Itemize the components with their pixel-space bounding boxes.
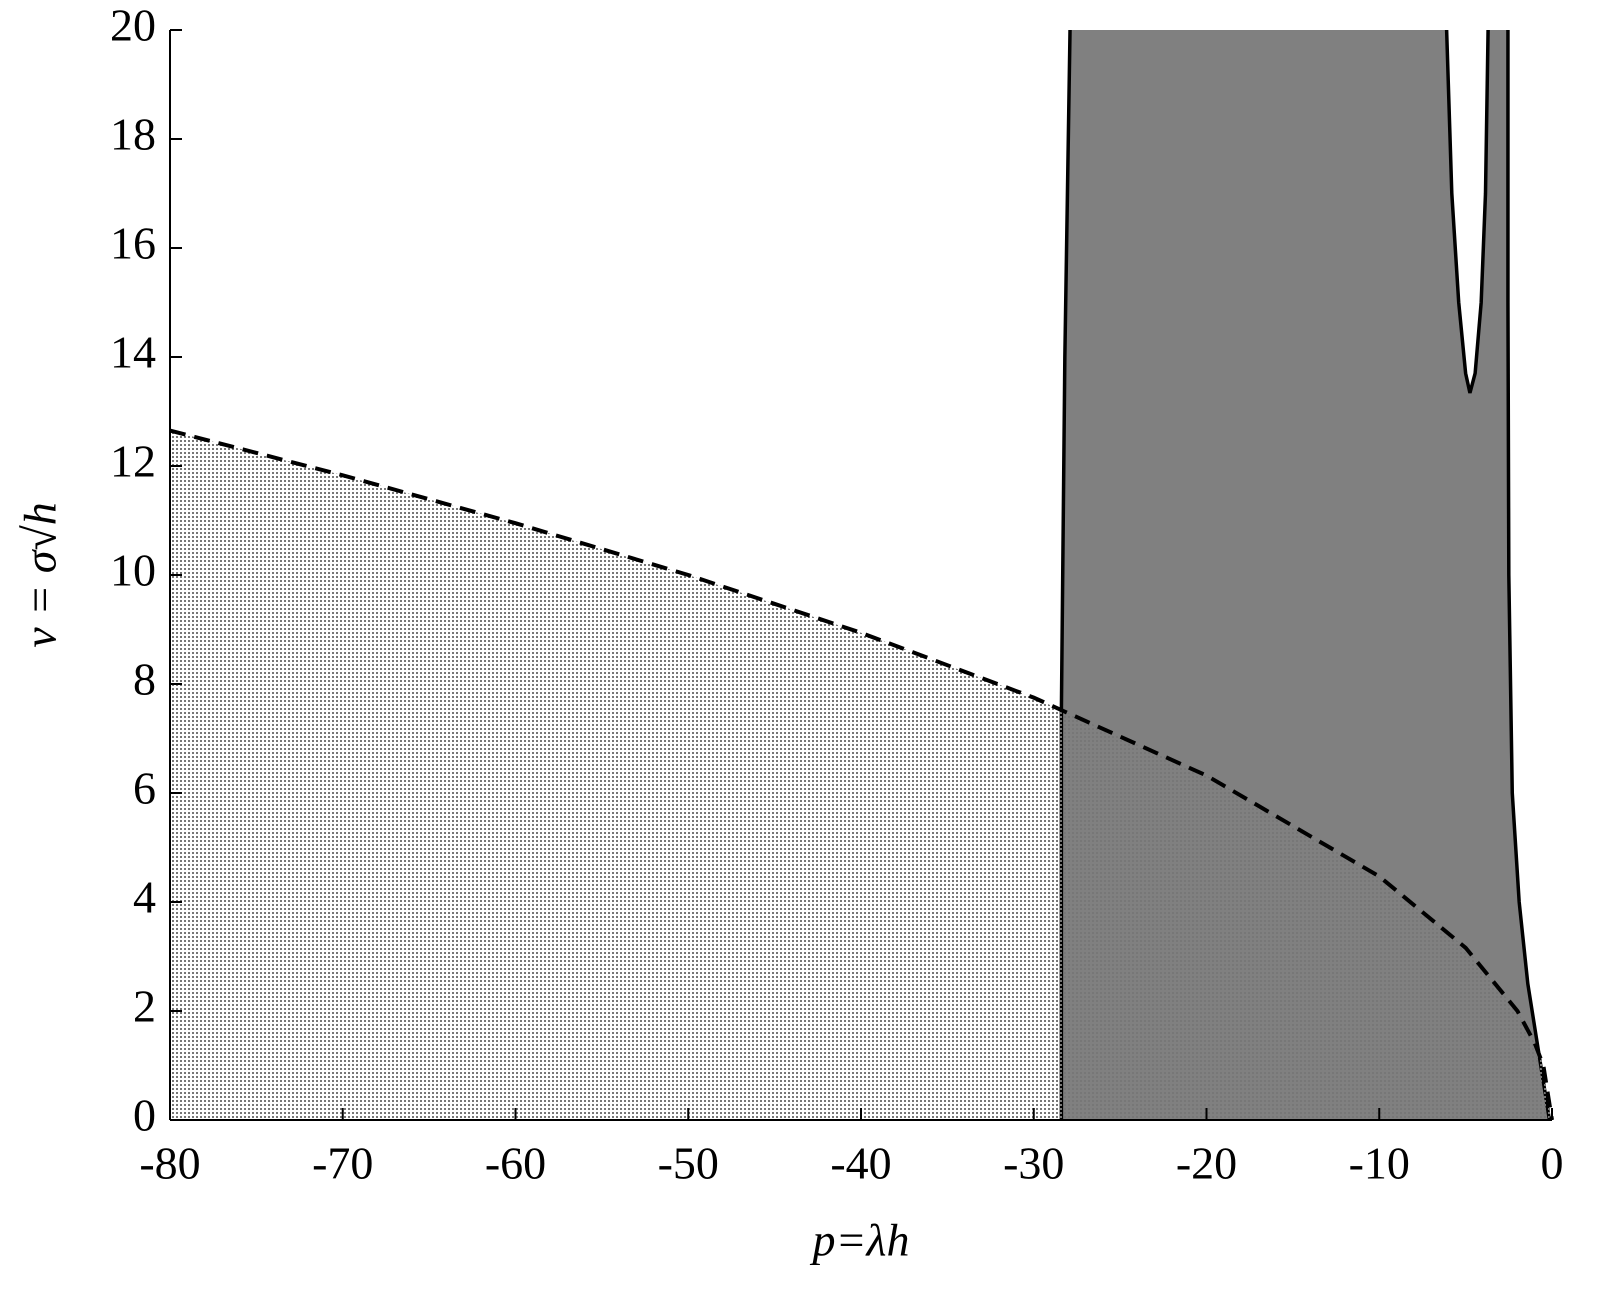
y-tick-label: 12 [110,436,156,487]
x-tick-label: -30 [1003,1138,1064,1189]
y-tick-label: 16 [110,218,156,269]
x-tick-label: 0 [1541,1138,1564,1189]
y-tick-label: 10 [110,545,156,596]
x-axis-label: p=λh [810,1215,910,1266]
x-tick-label: -60 [485,1138,546,1189]
y-tick-label: 0 [133,1090,156,1141]
region-boundary [169,428,1554,1121]
y-tick-label: 2 [133,981,156,1032]
y-tick-label: 4 [133,872,156,923]
x-tick-label: -50 [658,1138,719,1189]
x-tick-label: -40 [830,1138,891,1189]
region-fill [170,430,1552,1120]
x-tick-label: -20 [1176,1138,1237,1189]
y-tick-label: 18 [110,109,156,160]
y-tick-label: 6 [133,763,156,814]
y-tick-label: 14 [110,327,156,378]
x-tick-label: -80 [139,1138,200,1189]
y-tick-label: 8 [133,654,156,705]
x-tick-label: -70 [312,1138,373,1189]
x-tick-label: -10 [1349,1138,1410,1189]
y-axis-label: v = σ√h [15,502,66,647]
y-tick-label: 20 [110,0,156,51]
